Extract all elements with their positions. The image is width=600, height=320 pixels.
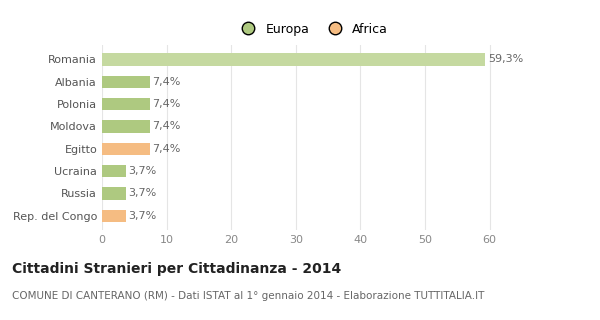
Text: Cittadini Stranieri per Cittadinanza - 2014: Cittadini Stranieri per Cittadinanza - 2… — [12, 262, 341, 276]
Text: 3,7%: 3,7% — [128, 166, 157, 176]
Bar — [102, 76, 150, 88]
Bar — [102, 210, 126, 222]
Legend: Europa, Africa: Europa, Africa — [231, 18, 393, 41]
Text: 7,4%: 7,4% — [152, 99, 181, 109]
Text: COMUNE DI CANTERANO (RM) - Dati ISTAT al 1° gennaio 2014 - Elaborazione TUTTITAL: COMUNE DI CANTERANO (RM) - Dati ISTAT al… — [12, 291, 484, 301]
Bar — [102, 53, 485, 66]
Bar — [102, 165, 126, 177]
Bar — [102, 98, 150, 110]
Bar — [102, 120, 150, 132]
Text: 7,4%: 7,4% — [152, 121, 181, 132]
Bar — [102, 143, 150, 155]
Text: 59,3%: 59,3% — [488, 54, 523, 64]
Bar — [102, 187, 126, 200]
Text: 3,7%: 3,7% — [128, 211, 157, 221]
Text: 7,4%: 7,4% — [152, 77, 181, 87]
Text: 7,4%: 7,4% — [152, 144, 181, 154]
Text: 3,7%: 3,7% — [128, 188, 157, 198]
